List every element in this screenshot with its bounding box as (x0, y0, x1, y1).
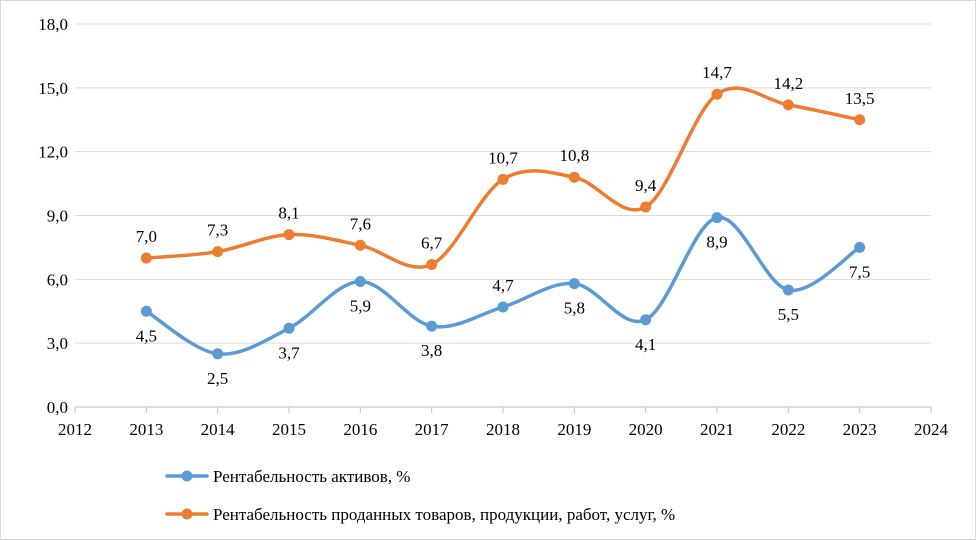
data-label: 7,3 (207, 221, 228, 240)
data-label: 10,7 (488, 148, 518, 167)
data-point (140, 305, 152, 317)
series-line-1 (144, 215, 862, 356)
data-label: 8,9 (706, 233, 727, 252)
y-tick-label: 9,0 (47, 207, 68, 226)
data-label: 14,2 (773, 74, 803, 93)
data-label: 4,5 (136, 326, 157, 345)
data-point (212, 246, 224, 258)
y-tick-label: 12,0 (38, 143, 68, 162)
data-point (711, 212, 723, 224)
legend-entry-2: Рентабельность проданных товаров, продук… (165, 505, 675, 524)
y-tick-label: 6,0 (47, 270, 68, 289)
data-label: 3,8 (421, 341, 442, 360)
y-tick-label: 3,0 (47, 334, 68, 353)
data-label: 7,0 (136, 227, 157, 246)
data-point (426, 258, 438, 270)
data-label: 5,8 (564, 299, 585, 318)
x-tick-label: 2022 (771, 420, 805, 439)
data-point (140, 252, 152, 264)
axes: 0,0 3,0 6,0 9,0 12,0 15,0 18,0 2012 2013 2014 2015… (38, 15, 948, 439)
data-label: 7,6 (350, 214, 371, 233)
data-point (283, 322, 295, 334)
x-tick-label: 2015 (272, 420, 306, 439)
x-tick-label: 2021 (700, 420, 734, 439)
series-lines (144, 86, 862, 356)
data-point (497, 301, 509, 313)
y-tick-label: 0,0 (47, 398, 68, 417)
x-tick-label: 2018 (486, 420, 520, 439)
data-label: 8,1 (278, 204, 299, 223)
y-tick-label: 15,0 (38, 79, 68, 98)
x-tick-label: 2019 (557, 420, 591, 439)
x-tick-label: 2016 (343, 420, 377, 439)
x-tick-label: 2023 (843, 420, 877, 439)
data-point (426, 320, 438, 332)
series-markers (140, 88, 866, 360)
x-tick-label: 2020 (629, 420, 663, 439)
y-tick-label: 18,0 (38, 15, 68, 34)
data-point (711, 88, 723, 100)
data-point (354, 275, 366, 287)
legend-marker (181, 470, 193, 482)
x-tick-label: 2014 (201, 420, 236, 439)
data-label: 10,8 (559, 146, 589, 165)
data-point (568, 278, 580, 290)
data-label: 3,7 (278, 343, 300, 362)
data-label: 4,1 (635, 335, 656, 354)
x-tick-label: 2012 (58, 420, 92, 439)
data-point (782, 99, 794, 111)
data-point (568, 171, 580, 183)
data-point (640, 201, 652, 213)
legend: Рентабельность активов, % Рентабельность … (165, 467, 675, 524)
data-point (497, 173, 509, 185)
data-label: 5,9 (350, 296, 371, 315)
data-point (640, 314, 652, 326)
legend-marker (181, 508, 193, 520)
data-point (354, 239, 366, 251)
data-point (283, 229, 295, 241)
data-point (212, 348, 224, 360)
data-labels: 4,5 2,5 3,7 5,9 3,8 4,7 5,8 4,1 8,9 5,5 7,5 7,0 7,3 8… (136, 63, 875, 388)
data-label: 7,5 (849, 262, 870, 281)
x-tick-label: 2017 (415, 420, 450, 439)
legend-entry-1: Рентабельность активов, % (165, 467, 410, 486)
data-label: 14,7 (702, 63, 732, 82)
data-label: 2,5 (207, 369, 228, 388)
x-tick-label: 2013 (129, 420, 163, 439)
data-label: 5,5 (778, 305, 799, 324)
data-label: 4,7 (492, 276, 514, 295)
legend-label: Рентабельность проданных товаров, продук… (213, 505, 675, 524)
data-point (854, 241, 866, 253)
x-tick-label: 2024 (914, 420, 949, 439)
data-point (782, 284, 794, 296)
data-label: 13,5 (845, 89, 875, 108)
data-point (854, 114, 866, 126)
data-label: 9,4 (635, 176, 657, 195)
legend-label: Рентабельность активов, % (213, 467, 410, 486)
gridlines (75, 23, 931, 408)
data-label: 6,7 (421, 233, 443, 252)
